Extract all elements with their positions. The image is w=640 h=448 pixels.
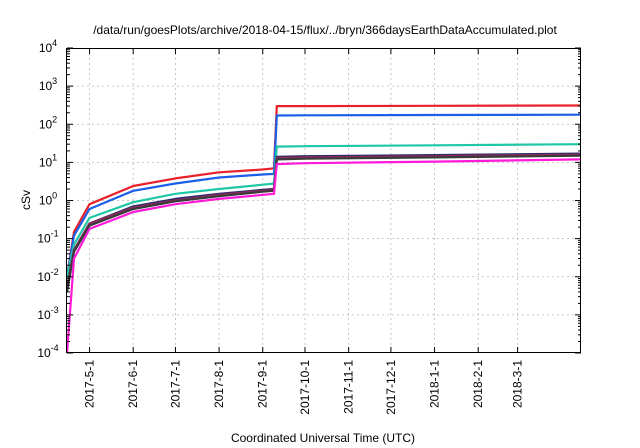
y-axis: 10-4 10-3 10-2 10-1 100 101 102 103 104 [37, 38, 581, 360]
series-line-7 [65, 158, 582, 354]
y-tick-label: 10-3 [37, 305, 58, 322]
x-tick-label: 2017-11-1 [342, 360, 356, 414]
y-tick-label: 101 [39, 152, 57, 169]
y-tick-label: 10-4 [37, 343, 58, 360]
x-tick-label: 2017-5-1 [83, 360, 97, 408]
y-tick-label: 10-2 [37, 267, 58, 284]
x-tick-label: 2017-6-1 [126, 360, 140, 408]
series-line-5 [65, 153, 582, 289]
series-layer [65, 104, 582, 354]
series-line-6 [65, 154, 582, 293]
y-axis-label: cSv [19, 190, 33, 210]
x-tick-label: 2017-9-1 [256, 360, 270, 408]
x-tick-label: 2017-8-1 [212, 360, 226, 408]
y-tick-label: 100 [39, 191, 57, 208]
series-line-1 [65, 104, 582, 277]
y-tick-label: 103 [39, 76, 57, 93]
y-tick-label: 10-1 [37, 229, 58, 246]
x-tick-label: 2017-7-1 [168, 360, 182, 408]
series-line-4 [65, 152, 582, 289]
series-line-3 [65, 143, 582, 278]
series-line-2 [65, 113, 582, 277]
x-axis-label: Coordinated Universal Time (UTC) [231, 431, 415, 445]
y-tick-label: 102 [39, 114, 57, 131]
x-tick-label: 2017-10-1 [298, 360, 312, 415]
x-tick-label: 2018-3-1 [511, 360, 525, 408]
x-tick-label: 2017-12-1 [384, 360, 398, 415]
x-tick-label: 2018-2-1 [471, 360, 485, 408]
x-axis: 2017-5-1 2017-6-1 2017-7-1 2017-8-1 2017-9-1… [83, 48, 525, 415]
x-tick-label: 2018-1-1 [428, 360, 442, 408]
chart-title: /data/run/goesPlots/archive/2018-04-15/f… [93, 23, 557, 37]
y-tick-label: 104 [39, 38, 57, 55]
